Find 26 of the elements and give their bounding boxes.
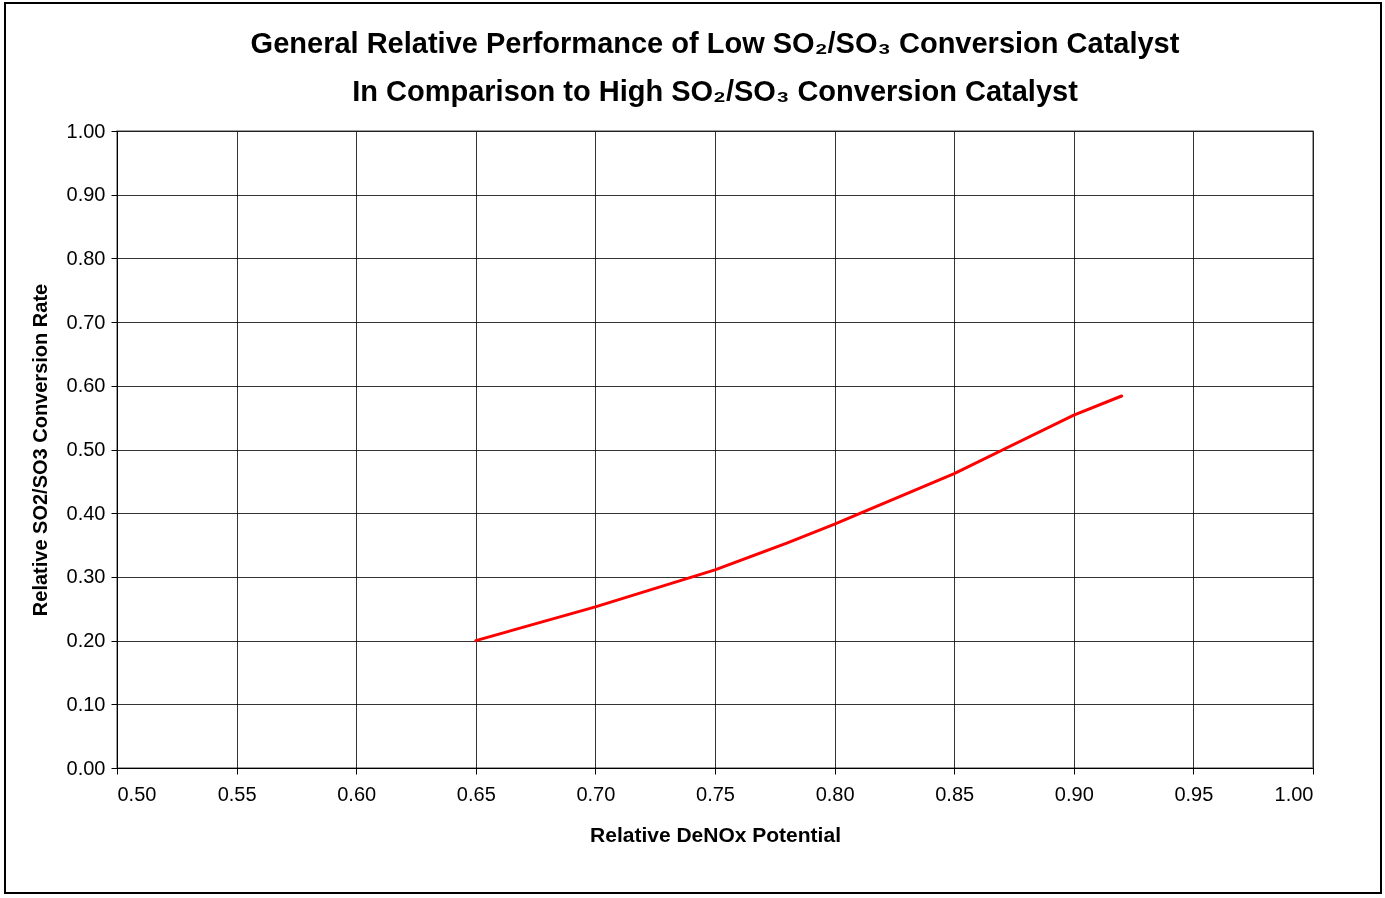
x-tick-label: 0.85: [935, 782, 975, 805]
y-tick-label: 0.10: [66, 692, 106, 715]
x-tick-label: 1.00: [1274, 782, 1314, 805]
x-axis-title: Relative DeNOx Potential: [590, 822, 841, 846]
x-tick-label: 0.70: [576, 782, 616, 805]
y-tick-label: 0.90: [66, 183, 106, 206]
line-series: [474, 394, 1124, 643]
x-tick-label: 0.60: [337, 782, 377, 805]
y-tick-label: 0.80: [66, 246, 106, 269]
x-tick-label: 0.90: [1054, 782, 1094, 805]
chart-title: General Relative Performance of Low SO₂/SO₃ Conversion Catalyst In Comparison to High SO₂/SO₃ Conversion Catalyst: [250, 27, 1180, 107]
y-tick-label: 0.00: [66, 756, 106, 779]
y-axis-title: Relative SO2/SO3 Conversion Rate: [28, 283, 51, 617]
x-tick-label: 0.95: [1174, 782, 1214, 805]
y-tick-label: 0.20: [66, 629, 106, 652]
x-tick-label: 0.50: [117, 782, 157, 805]
x-tick-label: 0.55: [217, 782, 257, 805]
y-tick-label: 1.00: [66, 119, 106, 142]
x-tick-label: 0.75: [696, 782, 735, 805]
y-tick-label: 0.60: [66, 374, 106, 397]
x-tick-label: 0.80: [815, 782, 855, 805]
y-tick-label: 0.50: [66, 438, 106, 460]
y-tick-label: 0.70: [66, 310, 106, 333]
y-tick-label: 0.40: [66, 501, 106, 524]
y-tick-label: 0.30: [66, 565, 106, 588]
x-tick-label: 0.65: [456, 782, 496, 805]
